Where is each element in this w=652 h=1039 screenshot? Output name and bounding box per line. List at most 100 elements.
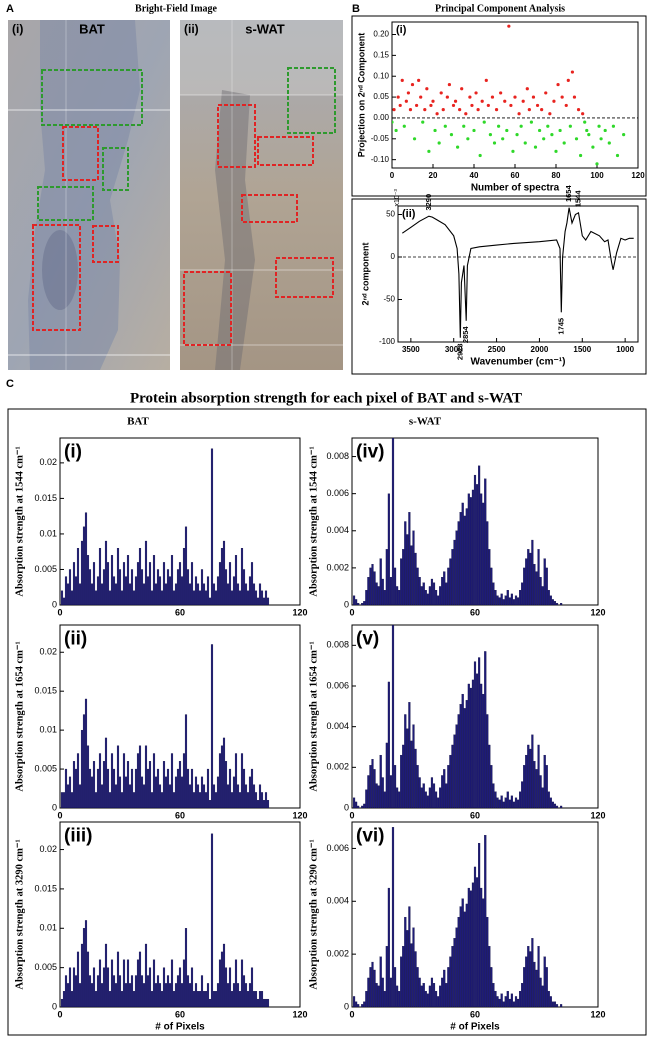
bar	[164, 583, 168, 605]
bar	[232, 776, 236, 808]
bar	[132, 792, 136, 808]
point	[427, 149, 431, 153]
bar	[120, 991, 124, 1007]
bar	[480, 683, 483, 808]
bar	[200, 975, 204, 1007]
bar	[363, 601, 366, 605]
bar	[106, 768, 110, 808]
bar	[122, 753, 126, 808]
bar	[437, 996, 440, 1007]
bar	[500, 993, 503, 1007]
bar	[420, 586, 423, 605]
bar	[152, 555, 156, 605]
bar	[449, 956, 452, 1007]
bar	[430, 977, 434, 1007]
bar	[490, 765, 493, 808]
bar	[94, 991, 98, 1007]
bar	[393, 567, 397, 605]
point	[425, 87, 429, 91]
y-axis-label: Absorption strength at 1544 cm⁻¹	[14, 446, 25, 596]
bar	[102, 761, 106, 808]
y-tick-label: -50	[383, 295, 395, 304]
bar	[112, 975, 116, 1007]
y-axis-label: 2ⁿᵈ component	[360, 242, 370, 305]
bar	[166, 768, 170, 808]
bar	[264, 998, 268, 1007]
bar	[180, 576, 184, 605]
bar	[498, 799, 501, 808]
bar	[373, 571, 376, 605]
x-tick-label: 3500	[402, 345, 420, 354]
bar	[381, 578, 384, 605]
bar	[228, 967, 232, 1007]
bar	[132, 590, 136, 605]
panel-label: B	[352, 3, 360, 15]
point	[423, 108, 427, 112]
bar	[500, 593, 503, 605]
y-tick-label: 0.01	[39, 923, 57, 933]
x-tick-label: 60	[470, 810, 480, 820]
bar	[480, 493, 483, 605]
y-tick-label: 0.008	[326, 451, 349, 461]
tissue	[28, 20, 140, 370]
bar	[533, 961, 536, 1007]
bar	[396, 985, 399, 1007]
bar	[250, 768, 254, 808]
bar	[547, 791, 550, 808]
bar	[549, 595, 552, 605]
bar	[176, 569, 180, 605]
bar	[168, 576, 172, 605]
bar	[443, 969, 446, 1007]
bar	[535, 969, 538, 1007]
bar	[162, 967, 166, 1007]
bar	[156, 569, 160, 605]
bar	[82, 714, 86, 808]
bar	[418, 777, 421, 808]
bar	[381, 777, 384, 808]
bar	[447, 967, 450, 1007]
bar	[453, 938, 456, 1007]
bar	[369, 967, 372, 1007]
bar	[414, 951, 417, 1007]
bar	[367, 577, 370, 605]
bar	[212, 583, 216, 605]
bar	[72, 967, 76, 1007]
bar	[166, 975, 170, 1007]
point	[392, 120, 394, 124]
bar	[371, 759, 374, 808]
bar	[355, 1001, 358, 1007]
y-tick-label: 0.05	[373, 92, 389, 101]
bar	[178, 761, 182, 808]
bar	[551, 1001, 554, 1007]
bar	[174, 583, 178, 605]
bar	[361, 805, 364, 808]
point	[419, 95, 423, 99]
panel-label: (ii)	[402, 208, 416, 220]
spectrum-line	[401, 207, 634, 338]
bar	[92, 967, 96, 1007]
point	[562, 141, 566, 145]
bar	[160, 991, 164, 1007]
bar	[188, 583, 192, 605]
bar	[252, 583, 256, 605]
point	[587, 133, 591, 137]
bar	[68, 967, 72, 1007]
bar	[260, 792, 264, 808]
bar	[256, 800, 260, 808]
bar	[240, 959, 244, 1007]
bar	[426, 795, 429, 808]
bar	[379, 558, 382, 605]
bar	[459, 906, 462, 1007]
chart: -100 -50 0 50 3500 3000 2500 2000 1500 1000 2ⁿᵈ co…	[360, 185, 639, 368]
point	[611, 124, 616, 128]
point	[579, 153, 583, 158]
y-tick-label: 0.002	[326, 949, 349, 959]
bar	[194, 576, 198, 605]
bar	[78, 983, 82, 1007]
bar	[502, 801, 505, 808]
chart: 0 0.005 0.01 0.015 0.02 0 60 120 Absorption stre…	[14, 821, 308, 1033]
bar	[232, 576, 236, 605]
point	[497, 124, 501, 128]
marks	[60, 448, 270, 605]
bar	[94, 792, 98, 808]
